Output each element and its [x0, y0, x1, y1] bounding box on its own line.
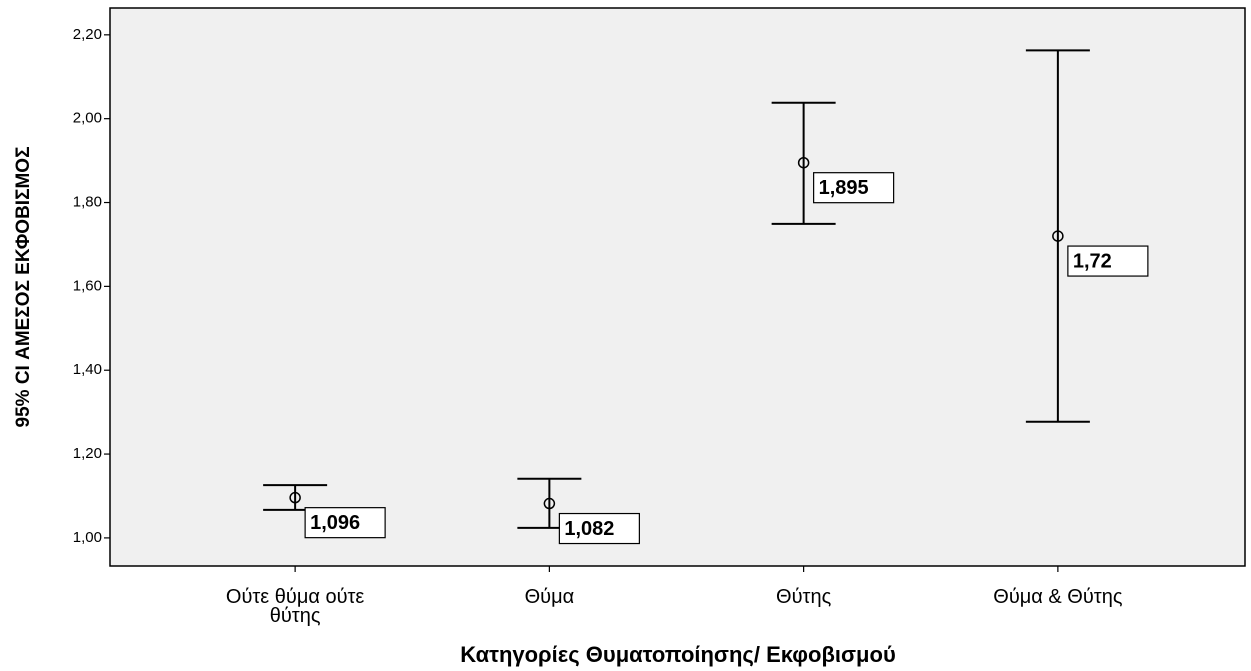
x-tick-label: Θύτης [776, 586, 832, 608]
value-label-box [813, 172, 895, 204]
y-axis-title: 95% CI ΑΜΕΣΟΣ ΕΚΦΟΒΙΣΜΟΣ [13, 147, 34, 428]
value-label-box [558, 512, 640, 545]
value-label-box [304, 507, 386, 539]
mean-point [289, 491, 301, 504]
mean-point [797, 156, 810, 169]
x-tick-label: Θύμα [524, 586, 575, 608]
value-label-box [1067, 245, 1149, 277]
x-axis-title: Κατηγορίες Θυματοποίησης/ Εκφοβισμού [460, 642, 896, 667]
value-label: 1,082 [564, 518, 614, 540]
value-label: 1,895 [819, 177, 869, 199]
mean-point [1052, 230, 1064, 242]
y-tick-label: 2,00 [73, 110, 102, 127]
y-tick-label: 1,40 [73, 361, 102, 378]
plot-area [109, 7, 1246, 567]
x-tick-label: Ούτε θύμα ούτε θύτης [225, 586, 365, 627]
value-label: 1,72 [1073, 250, 1112, 272]
y-tick-label: 1,00 [73, 529, 102, 546]
x-tick-label: Θύμα & Θύτης [993, 586, 1123, 608]
y-tick-label: 1,60 [73, 277, 102, 294]
y-tick-label: 2,20 [73, 26, 102, 43]
y-tick-label: 1,20 [73, 445, 102, 462]
mean-point [543, 497, 556, 510]
y-tick-label: 1,80 [73, 193, 102, 210]
value-label: 1,096 [310, 512, 360, 534]
